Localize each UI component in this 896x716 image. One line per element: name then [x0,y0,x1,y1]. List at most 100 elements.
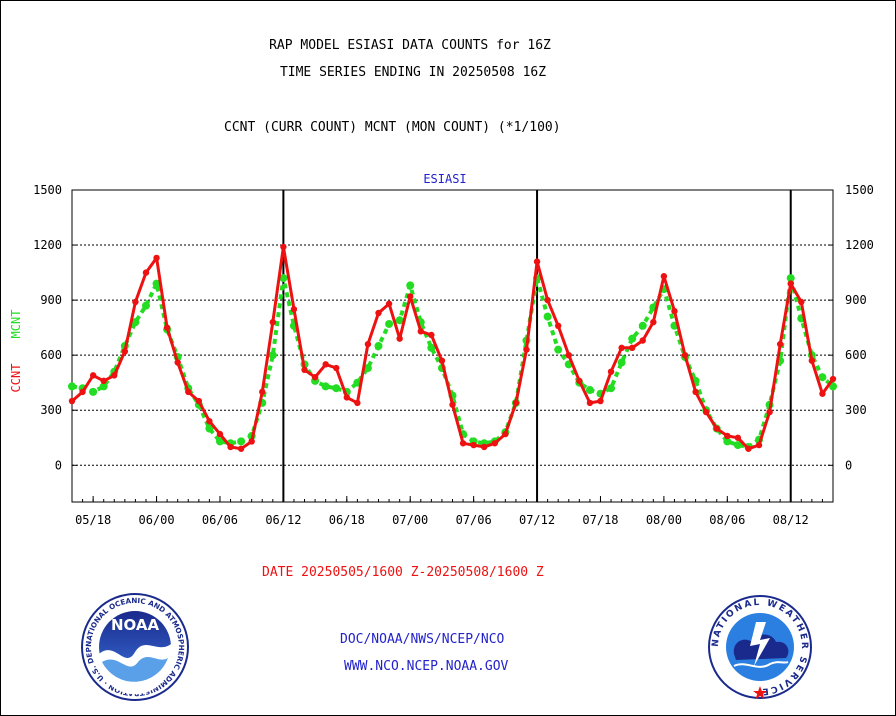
x-tick-label: 07/12 [519,513,555,527]
data-point-ccnt [776,340,784,348]
data-point-mcnt [723,437,732,446]
chart-subtitle: CCNT (CURR COUNT) MCNT (MON COUNT) (*1/1… [224,120,561,135]
data-point-ccnt [502,430,509,438]
data-point-ccnt [544,296,551,304]
data-point-ccnt [808,357,816,364]
x-tick-label: 08/06 [709,513,745,527]
y-tick-label-right: 0 [845,458,852,472]
data-point-mcnt [617,358,626,367]
data-point-mcnt [205,424,214,433]
data-point-ccnt [628,344,636,352]
data-point-ccnt [660,273,668,280]
date-range-label: DATE 20250505/1600 Z-20250508/1600 Z [262,565,544,580]
data-point-mcnt [543,312,552,321]
data-point-ccnt [702,408,710,416]
y-axis-label: CCNT MCNT [9,310,23,393]
data-point-ccnt [280,243,287,251]
y-tick-label-right: 1500 [845,183,874,197]
data-point-ccnt [333,364,340,372]
y-tick-label-left: 0 [55,458,62,472]
footer-org-line: DOC/NOAA/NWS/NCEP/NCO [340,632,505,647]
data-point-ccnt [216,430,224,438]
data-point-ccnt [290,306,298,313]
data-point-mcnt [215,437,224,446]
panel-label: ESIASI [423,172,467,186]
data-point-ccnt [692,388,699,396]
data-point-ccnt [237,445,245,452]
y-axis-label-ccnt: CCNT [9,364,23,393]
y-tick-label-right: 600 [845,348,867,362]
data-point-ccnt [163,324,171,331]
data-point-ccnt [565,351,572,359]
data-point-mcnt [406,281,415,290]
data-point-ccnt [491,440,498,447]
data-point-ccnt [354,399,361,407]
data-point-ccnt [745,445,752,452]
data-point-ccnt [185,388,192,396]
data-point-ccnt [755,441,763,449]
chart-title-line2: TIME SERIES ENDING IN 20250508 16Z [279,65,547,80]
x-tick-label: 05/18 [75,513,111,527]
y-tick-label-left: 1500 [33,183,62,197]
data-point-mcnt [638,321,647,330]
data-point-ccnt [111,372,118,379]
data-point-mcnt [152,279,161,288]
y-tick-label-left: 600 [40,348,62,362]
data-point-ccnt [100,377,107,385]
data-point-mcnt [733,441,742,450]
data-point-mcnt [68,382,76,391]
data-point-ccnt [734,434,742,441]
data-point-mcnt [374,342,383,350]
data-point-mcnt [818,373,827,382]
chart-title: RAP MODEL ESIASI DATA COUNTS for 16Z [269,38,551,53]
plot-area [71,189,834,503]
data-point-ccnt [428,331,435,339]
x-tick-label: 07/18 [582,513,618,527]
data-point-ccnt [576,377,583,385]
data-point-ccnt [597,397,604,405]
data-point-ccnt [259,388,266,396]
data-point-mcnt [628,334,637,343]
data-point-ccnt [713,425,720,432]
x-tick-label: 06/00 [138,513,174,527]
data-point-ccnt [89,372,97,379]
data-point-ccnt [396,335,403,342]
data-point-ccnt [195,397,203,405]
data-point-mcnt [268,351,277,360]
data-point-ccnt [79,388,86,396]
data-point-ccnt [68,397,76,405]
y-tick-label-left: 300 [40,403,62,417]
data-point-ccnt [671,307,678,315]
data-point-ccnt [322,361,329,368]
nws-logo: NATIONAL WEATHER SERVICE [708,595,812,699]
series-line-ccnt [71,245,835,451]
data-point-mcnt [829,382,837,391]
data-point-ccnt [607,368,615,375]
x-tick-label: 07/06 [456,513,492,527]
data-point-mcnt [332,384,341,393]
data-point-ccnt [449,401,456,408]
data-point-mcnt [395,316,404,325]
data-point-ccnt [375,309,382,317]
x-tick-label: 06/06 [202,513,238,527]
data-point-ccnt [639,337,646,344]
data-point-ccnt [470,441,477,449]
data-point-mcnt [786,274,795,283]
data-point-ccnt [681,351,689,359]
data-point-ccnt [417,328,424,335]
data-point-ccnt [618,344,625,352]
data-point-ccnt [787,280,794,287]
x-tick-label: 08/12 [773,513,809,527]
data-point-ccnt [311,374,319,381]
data-point-ccnt [586,399,594,407]
data-point-mcnt [89,387,98,396]
data-point-mcnt [321,382,330,391]
data-point-ccnt [523,346,530,353]
noaa-logo: NATIONAL OCEANIC AND ATMOSPHERIC ADMINIS… [80,592,189,701]
data-point-ccnt [407,293,414,300]
data-point-mcnt [131,318,140,327]
noaa-logo-text: NOAA [111,616,160,634]
data-point-mcnt [99,382,108,391]
data-point-ccnt [142,269,150,276]
